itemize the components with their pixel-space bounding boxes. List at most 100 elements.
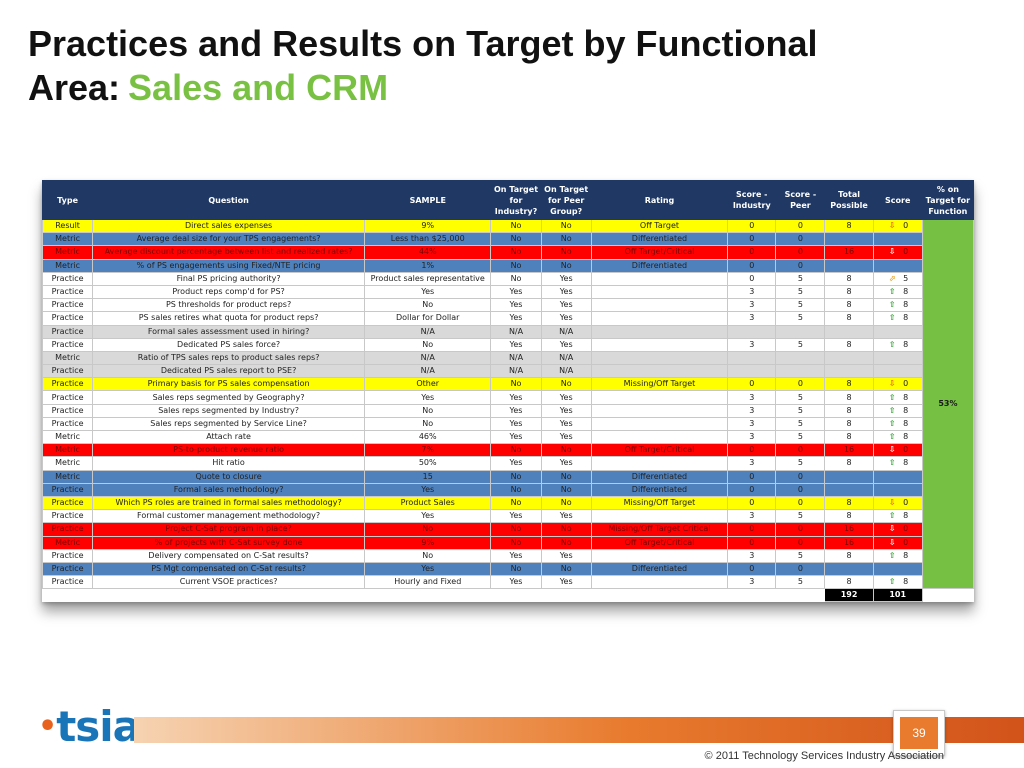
question-cell: Project C-Sat program in place? <box>92 522 366 537</box>
rating-cell <box>590 324 729 339</box>
score-industry-cell: 3 <box>727 509 777 524</box>
score-industry-cell: 0 <box>727 482 777 497</box>
rating-cell <box>590 575 729 590</box>
peer-target-cell: No <box>540 245 592 260</box>
question-cell: Primary basis for PS sales compensation <box>92 377 366 392</box>
total-possible-cell <box>824 561 874 577</box>
score-cell: ⇧ 8 <box>872 548 923 563</box>
title-line-2: Area: Sales and CRM <box>28 66 988 110</box>
score-cell: ⇧ 8 <box>872 416 923 432</box>
score-value: 8 <box>903 392 909 402</box>
up-arrow-icon: ⇧ <box>888 392 896 402</box>
score-value: 8 <box>903 418 909 428</box>
sample-cell: No <box>364 298 492 313</box>
question-cell: Dedicated PS sales force? <box>92 337 366 352</box>
score-peer-cell: 5 <box>775 548 826 563</box>
total-possible-cell <box>824 232 874 247</box>
score-cell: ⇩ 0 <box>872 495 923 511</box>
table-row: Practice Sales reps segmented by Geograph… <box>41 390 974 405</box>
table-row: Practice Product reps comp'd for PS? Yes Ye… <box>41 284 974 300</box>
header-question: Question <box>92 180 366 220</box>
type-cell: Practice <box>41 284 94 300</box>
blank-cell <box>727 588 777 603</box>
logo-dot-icon: • <box>38 709 57 744</box>
table-row: Metric Average deal size for your TPS eng… <box>41 232 974 247</box>
total-possible-cell: 8 <box>824 403 874 418</box>
sample-cell: Hourly and Fixed <box>364 575 492 590</box>
rating-cell <box>590 548 729 563</box>
table-row: Metric% of projects with C-Sat survey do… <box>41 535 974 550</box>
question-cell: Final PS pricing authority? <box>92 271 366 286</box>
score-peer-cell: 0 <box>775 469 826 484</box>
score-cell: ⇧ 8 <box>872 298 923 313</box>
total-possible-cell: 8 <box>824 311 874 326</box>
question-cell: % of PS engagements using Fixed/NTE pric… <box>92 258 366 273</box>
table-row: Practice PS sales retires what quota for … <box>41 311 974 326</box>
score-peer-cell: 5 <box>775 509 826 524</box>
total-possible-cell: 8 <box>824 377 874 392</box>
pct-on-target-cell: 53% <box>921 218 975 590</box>
type-cell: Practice <box>41 364 94 379</box>
score-cell: ⇩ 0 <box>872 443 923 458</box>
type-cell: Practice <box>41 403 94 418</box>
industry-target-cell: No <box>490 443 542 458</box>
peer-target-cell: Yes <box>540 548 592 563</box>
score-industry-cell: 3 <box>727 429 777 445</box>
rating-cell: Differentiated <box>590 561 729 577</box>
score-peer-cell: 0 <box>775 218 826 234</box>
rating-cell <box>590 364 729 379</box>
score-industry-cell <box>727 350 777 366</box>
total-possible-cell: 8 <box>824 575 874 590</box>
table-row: Metric Ratio of TPS sales reps to product… <box>41 350 974 366</box>
peer-target-cell: Yes <box>540 311 592 326</box>
industry-target-cell: Yes <box>490 311 542 326</box>
score-value: 0 <box>903 537 909 547</box>
score-industry-cell: 3 <box>727 311 777 326</box>
table-row: Metric PS-to-product revenue ratio 7% No No O… <box>41 443 974 458</box>
rating-cell: Off Target/Critical <box>590 245 729 260</box>
score-peer-cell <box>775 364 826 379</box>
blank-cell <box>364 588 492 603</box>
question-cell: Direct sales expenses <box>92 218 366 234</box>
score-industry-cell: 0 <box>727 245 777 260</box>
title-line-1: Practices and Results on Target by Funct… <box>28 23 818 64</box>
score-cell <box>872 324 923 339</box>
score-cell: ⇧ 8 <box>872 337 923 352</box>
score-cell: ⇧ 8 <box>872 311 923 326</box>
type-cell: Practice <box>41 311 94 326</box>
sample-cell: Product Sales <box>364 495 492 511</box>
score-peer-cell: 0 <box>775 561 826 577</box>
sample-cell: 44% <box>364 245 492 260</box>
table-row: Practice Which PS roles are trained in fo… <box>41 495 974 511</box>
table-row: Metric Hit ratio 50% Yes Yes 3 5 8 ⇧ 8 <box>41 456 974 471</box>
sample-cell: Yes <box>364 561 492 577</box>
rating-cell: Missing/Off Target <box>590 377 729 392</box>
industry-target-cell: No <box>490 561 542 577</box>
score-industry-cell: 0 <box>727 535 777 550</box>
score-industry-cell <box>727 324 777 339</box>
score-peer-cell: 5 <box>775 284 826 300</box>
score-peer-cell: 0 <box>775 232 826 247</box>
table-row: Practice Current VSOE practices? Hourly an… <box>41 575 974 590</box>
rating-cell <box>590 311 729 326</box>
score-peer-cell: 5 <box>775 311 826 326</box>
rating-cell <box>590 271 729 286</box>
score-value: 0 <box>903 524 909 534</box>
table-row: Practice Dedicated PS sales report to PSE… <box>41 364 974 379</box>
peer-target-cell: No <box>540 522 592 537</box>
up-arrow-icon: ⇧ <box>888 287 896 297</box>
score-industry-cell: 0 <box>727 232 777 247</box>
header-on-target-industry: On Target for Industry? <box>490 180 542 220</box>
total-possible-cell: 8 <box>824 271 874 286</box>
peer-target-cell: No <box>540 443 592 458</box>
total-possible-cell <box>824 350 874 366</box>
question-cell: PS Mgt compensated on C-Sat results? <box>92 561 366 577</box>
down-arrow-icon: ⇩ <box>888 537 896 547</box>
up-arrow-icon: ⇧ <box>888 300 896 310</box>
rating-cell: Off Target <box>590 218 729 234</box>
industry-target-cell: No <box>490 482 542 497</box>
question-cell: % of projects with C-Sat survey done <box>92 535 366 550</box>
score-peer-cell: 0 <box>775 443 826 458</box>
type-cell: Practice <box>41 482 94 497</box>
up-arrow-icon: ⇧ <box>888 458 896 468</box>
